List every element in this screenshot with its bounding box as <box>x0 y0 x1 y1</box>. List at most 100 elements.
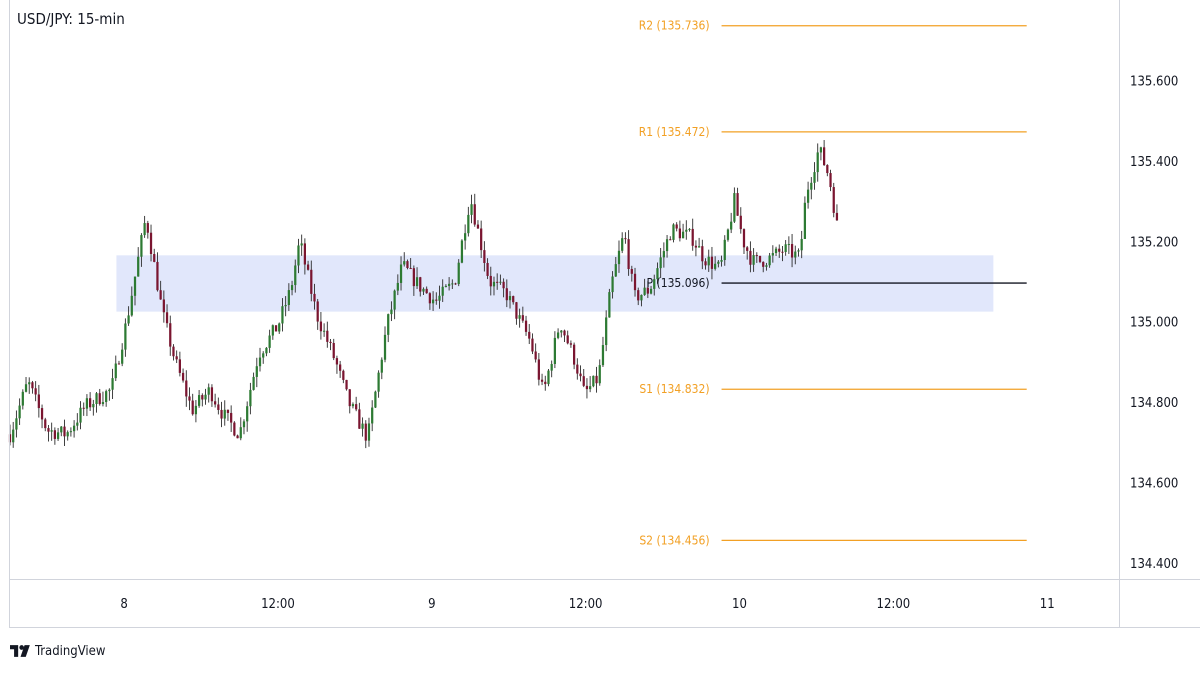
candle <box>18 398 21 425</box>
candle <box>502 278 505 298</box>
candle <box>214 393 217 408</box>
time-tick-label: 11 <box>1040 597 1055 612</box>
time-axis[interactable]: 8 12:00 9 12:00 10 12:00 11 <box>120 597 1054 612</box>
time-tick-label: 8 <box>120 597 127 612</box>
candle <box>310 260 313 302</box>
price-tick-label: 134.400 <box>1130 557 1178 572</box>
price-tick-label: 135.400 <box>1130 155 1178 170</box>
candle <box>262 351 265 364</box>
candle <box>762 261 765 273</box>
candle <box>560 330 563 338</box>
candle <box>24 376 28 393</box>
candle <box>518 308 521 328</box>
candle <box>710 246 714 280</box>
tradingview-brand[interactable]: TradingView <box>10 640 105 662</box>
candle <box>60 426 63 437</box>
candle <box>348 389 351 414</box>
candle <box>258 347 262 372</box>
candle <box>614 256 617 277</box>
candle <box>358 402 361 429</box>
candle <box>822 140 826 166</box>
candle <box>399 256 403 291</box>
candle <box>271 324 274 340</box>
candle <box>464 224 467 250</box>
candle <box>624 232 627 244</box>
candle <box>12 421 15 448</box>
candle <box>44 417 47 432</box>
candle <box>486 258 489 280</box>
candle <box>524 315 528 336</box>
candle <box>226 409 230 421</box>
candle <box>733 187 736 223</box>
candle <box>37 384 40 418</box>
candle <box>63 419 66 447</box>
candle <box>339 360 342 378</box>
price-tick-label: 134.600 <box>1130 477 1178 492</box>
level-label: R1 (135.472) <box>639 125 710 139</box>
level-s2: S2 (134.456) <box>639 533 1027 547</box>
candle <box>40 404 44 429</box>
candle <box>133 276 137 306</box>
candle <box>633 267 637 297</box>
candle <box>643 278 646 296</box>
candle <box>422 287 425 295</box>
candle <box>367 417 371 447</box>
brand-name: TradingView <box>35 643 106 659</box>
candle <box>156 252 159 292</box>
candle <box>233 421 236 437</box>
candle <box>149 224 153 262</box>
candle <box>92 399 95 416</box>
candle <box>672 223 675 243</box>
level-label: P (135.096) <box>647 276 710 290</box>
candle <box>326 321 329 348</box>
candle <box>303 238 307 275</box>
candle <box>371 400 374 432</box>
price-tick-label: 135.200 <box>1130 235 1178 250</box>
price-tick-label: 135.600 <box>1130 74 1178 89</box>
candle <box>621 232 624 254</box>
candle <box>819 146 823 161</box>
candle <box>127 306 130 326</box>
candle <box>50 422 53 441</box>
candle <box>287 283 290 311</box>
candle <box>181 368 185 383</box>
candle <box>768 252 771 268</box>
level-r2: R2 (135.736) <box>639 19 1027 33</box>
candle <box>130 286 133 317</box>
candle <box>697 237 701 248</box>
level-p: P (135.096) <box>647 276 1027 290</box>
candle <box>172 344 175 361</box>
candle <box>742 228 746 254</box>
price-axis[interactable]: 135.600 135.400 135.200 135.000 134.800 134.6… <box>1130 74 1178 572</box>
candle <box>572 342 576 370</box>
candle <box>255 357 258 388</box>
candle <box>342 369 345 384</box>
candle <box>415 267 419 289</box>
candle <box>377 370 380 398</box>
candle <box>246 401 249 432</box>
candle <box>361 417 364 437</box>
candle <box>681 223 685 239</box>
candle <box>242 419 246 435</box>
candle <box>457 259 460 287</box>
candle <box>797 248 800 257</box>
candle <box>194 400 198 423</box>
candle <box>746 245 749 260</box>
candle <box>489 266 492 296</box>
candle <box>521 306 524 323</box>
candle <box>210 384 214 407</box>
candle <box>540 373 544 386</box>
candle <box>165 304 169 328</box>
candle <box>611 271 614 299</box>
candle <box>191 393 194 416</box>
candle <box>108 388 111 401</box>
candle <box>425 286 428 294</box>
candle <box>274 325 278 332</box>
time-tick-label: 12:00 <box>569 597 603 612</box>
candle <box>829 169 832 192</box>
candle <box>704 258 707 270</box>
candle <box>467 206 470 237</box>
candle <box>605 310 608 352</box>
